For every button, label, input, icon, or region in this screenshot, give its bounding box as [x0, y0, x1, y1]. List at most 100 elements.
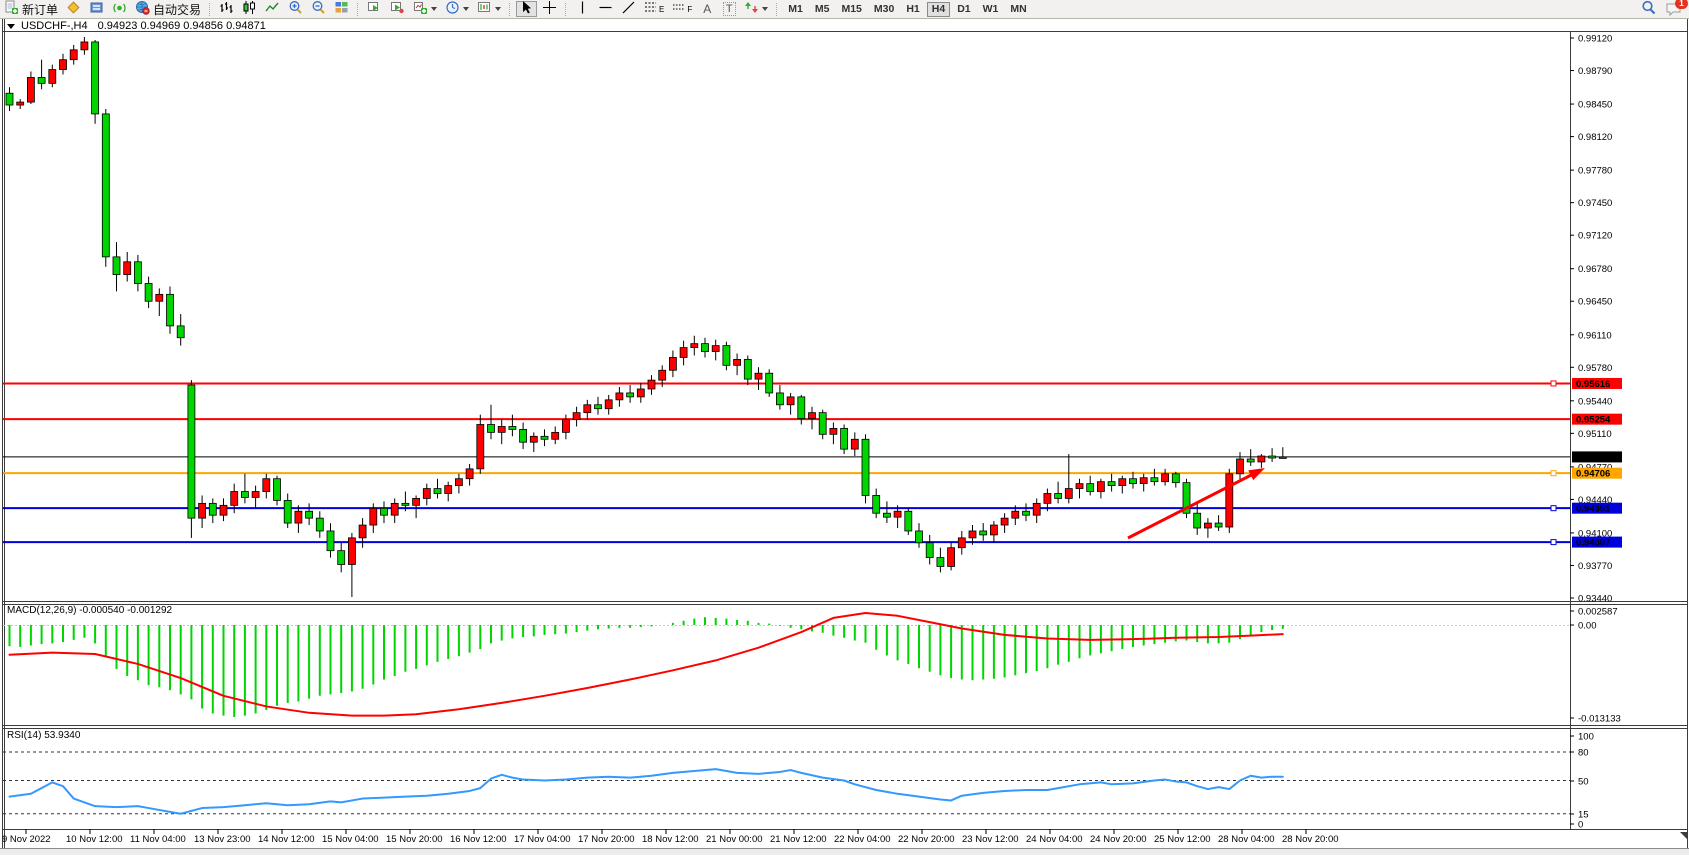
price-level-lines[interactable]: [3, 380, 1570, 546]
text-label-tool-icon: T: [722, 2, 736, 16]
arrange-windows-button[interactable]: [387, 1, 408, 17]
notification-badge: 1: [1675, 0, 1688, 9]
new-order-label: 新订单: [22, 2, 59, 17]
svg-text:24 Nov 20:00: 24 Nov 20:00: [1090, 834, 1147, 845]
timeframe-mn-button[interactable]: MN: [1005, 2, 1031, 17]
timeframe-h1-button[interactable]: H1: [901, 2, 924, 17]
cascade-windows-icon: [367, 0, 382, 18]
svg-text:24 Nov 04:00: 24 Nov 04:00: [1026, 834, 1083, 845]
level-handle[interactable]: [1550, 470, 1557, 477]
svg-text:0.99120: 0.99120: [1578, 34, 1612, 45]
metaeditor-button[interactable]: [63, 1, 84, 17]
level-handle[interactable]: [1550, 505, 1557, 512]
timeframe-h4-button[interactable]: H4: [926, 1, 951, 17]
arrows-tool-icon: [744, 0, 759, 18]
svg-text:0.97120: 0.97120: [1578, 231, 1612, 242]
rsi-indicator-label: RSI(14) 53.9340: [7, 730, 81, 741]
toolbar-separator: [776, 2, 778, 16]
svg-text:14 Nov 12:00: 14 Nov 12:00: [258, 834, 315, 845]
timeframe-w1-button[interactable]: W1: [978, 2, 1004, 17]
time-axis[interactable]: 9 Nov 2022 10 Nov 12:00 11 Nov 04:00 13 Nov…: [2, 829, 1687, 845]
svg-text:22 Nov 20:00: 22 Nov 20:00: [898, 834, 955, 845]
channel-tool-button[interactable]: F: [669, 1, 695, 17]
cursor-tool-button[interactable]: [516, 1, 538, 17]
zoom-out-button[interactable]: [308, 1, 329, 17]
svg-text:0.97450: 0.97450: [1578, 198, 1612, 209]
svg-text:9 Nov 2022: 9 Nov 2022: [2, 834, 51, 845]
svg-text:0.96110: 0.96110: [1578, 330, 1612, 341]
signals-button[interactable]: [109, 1, 130, 17]
toolbar: 新订单 自动交易: [0, 0, 1689, 19]
svg-text:-0.013133: -0.013133: [1578, 714, 1621, 725]
cascade-windows-button[interactable]: [364, 1, 385, 17]
add-indicator-button[interactable]: [410, 1, 440, 17]
scroll-corner-mark: [1680, 832, 1687, 839]
timeframe-m15-button[interactable]: M15: [836, 2, 866, 17]
search-icon[interactable]: [1641, 0, 1657, 19]
horizontal-line-tool-button[interactable]: [595, 1, 616, 17]
svg-text:18 Nov 12:00: 18 Nov 12:00: [642, 834, 699, 845]
chart-title-bar: USDCHF-,H4 0.94923 0.94969 0.94856 0.948…: [7, 20, 266, 32]
candlestick-chart-icon: [242, 0, 257, 18]
timeframe-d1-button[interactable]: D1: [952, 2, 975, 17]
tile-windows-button[interactable]: [331, 1, 352, 17]
line-chart-button[interactable]: [262, 1, 283, 17]
toolbar-group-objects: E F A T: [571, 0, 772, 18]
text-tool-button[interactable]: A: [697, 1, 717, 17]
channel-icon: [672, 0, 689, 18]
svg-text:0.95440: 0.95440: [1578, 396, 1612, 407]
level-handle[interactable]: [1550, 539, 1557, 546]
candlestick-chart-button[interactable]: [239, 1, 260, 17]
templates-button[interactable]: [474, 1, 504, 17]
market-depth-icon: [89, 0, 104, 18]
svg-text:0.98790: 0.98790: [1578, 66, 1612, 77]
arrows-tool-button[interactable]: [741, 1, 771, 17]
signals-icon: [112, 0, 127, 18]
autotrading-button[interactable]: 自动交易: [132, 1, 204, 17]
crosshair-icon: [542, 0, 557, 18]
vertical-line-tool-button[interactable]: [572, 1, 593, 17]
crosshair-tool-button[interactable]: [539, 1, 560, 17]
trendline-icon: [621, 0, 636, 18]
zoom-in-button[interactable]: [285, 1, 306, 17]
svg-text:16 Nov 12:00: 16 Nov 12:00: [450, 834, 507, 845]
svg-text:0.98120: 0.98120: [1578, 132, 1612, 143]
toolbar-separator: [509, 2, 511, 16]
text-label-tool-button[interactable]: T: [719, 1, 739, 17]
notifications-chat-button[interactable]: 1: [1665, 0, 1688, 17]
svg-text:28 Nov 20:00: 28 Nov 20:00: [1282, 834, 1339, 845]
svg-text:0.002587: 0.002587: [1578, 607, 1618, 618]
timeframe-m5-button[interactable]: M5: [810, 2, 835, 17]
svg-text:0.94007: 0.94007: [1576, 538, 1610, 549]
svg-text:28 Nov 04:00: 28 Nov 04:00: [1218, 834, 1275, 845]
bar-chart-button[interactable]: [216, 1, 237, 17]
toolbar-right: 1: [1641, 0, 1688, 19]
svg-text:0.94100: 0.94100: [1578, 528, 1612, 539]
timeframe-m1-button[interactable]: M1: [783, 2, 808, 17]
chart-ohlc-values: 0.94923 0.94969 0.94856 0.94871: [97, 20, 266, 32]
toolbar-separator: [565, 2, 567, 16]
arrow-annotation[interactable]: [1127, 468, 1265, 540]
templates-icon: [477, 0, 492, 18]
timeframe-m30-button[interactable]: M30: [869, 2, 899, 17]
fibonacci-tool-button[interactable]: E: [641, 1, 667, 17]
svg-text:15: 15: [1578, 810, 1589, 821]
macd-panel: 0.002587 0.00 -0.013133: [3, 607, 1621, 725]
chart-title: USDCHF-,H4: [21, 20, 88, 32]
metaeditor-icon: [66, 0, 81, 18]
timeframe-toolbar: M1 M5 M15 M30 H1 H4 D1 W1 MN: [782, 0, 1032, 18]
periods-clock-button[interactable]: [442, 1, 472, 17]
svg-text:15 Nov 20:00: 15 Nov 20:00: [386, 834, 443, 845]
trendline-tool-button[interactable]: [618, 1, 639, 17]
market-depth-button[interactable]: [86, 1, 107, 17]
fibonacci-icon: [644, 0, 661, 18]
new-order-button[interactable]: 新订单: [1, 0, 61, 17]
svg-text:0.93770: 0.93770: [1578, 561, 1612, 572]
chart-dropdown-icon[interactable]: [7, 24, 15, 29]
level-handle[interactable]: [1550, 380, 1557, 387]
svg-text:0.96450: 0.96450: [1578, 297, 1612, 308]
clock-icon: [445, 0, 460, 18]
channel-sub-label: F: [687, 4, 693, 14]
